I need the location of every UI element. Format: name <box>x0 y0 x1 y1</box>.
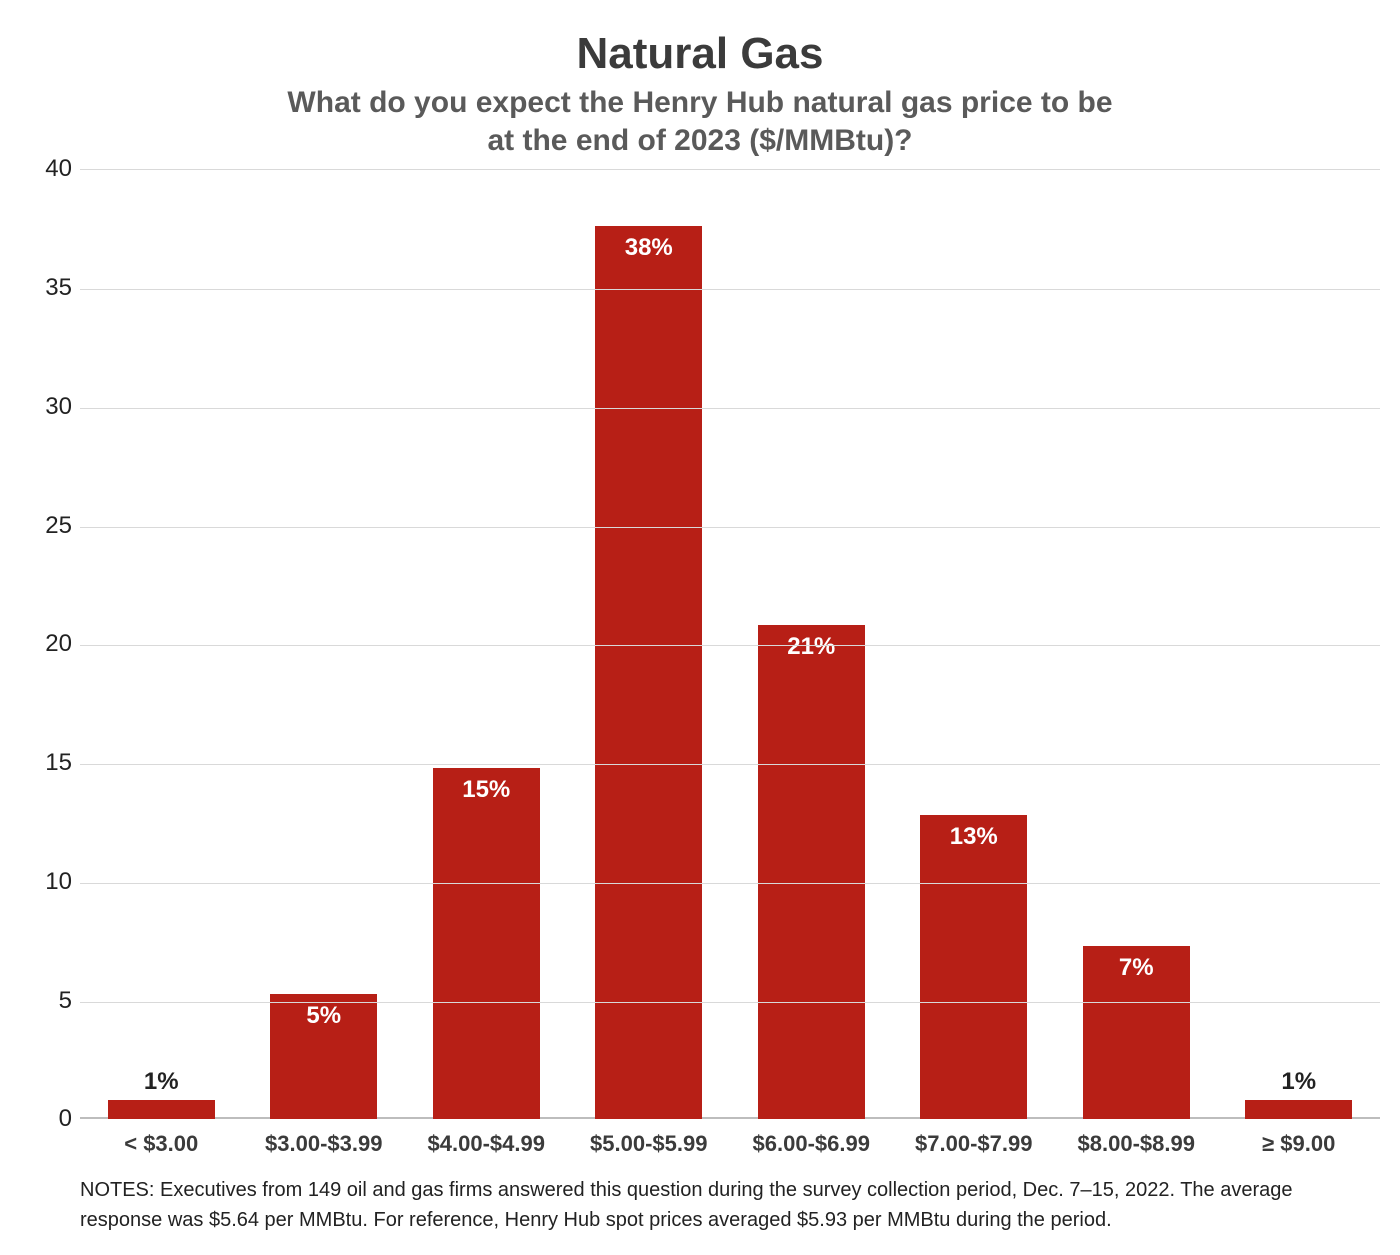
bar-value-label: 15% <box>462 776 510 804</box>
bar-value-label: 38% <box>625 234 673 262</box>
y-axis: 0510152025303540 <box>20 169 80 1119</box>
bar-value-label: 1% <box>144 1068 179 1096</box>
bar: 1% <box>1245 1100 1352 1119</box>
bar: 5% <box>270 994 377 1120</box>
x-axis: < $3.00$3.00-$3.99$4.00-$4.99$5.00-$5.99… <box>80 1131 1380 1157</box>
bar: 21% <box>758 625 865 1119</box>
gridline <box>80 527 1380 528</box>
y-tick-label: 20 <box>45 630 72 658</box>
chart-notes: NOTES: Executives from 149 oil and gas f… <box>80 1175 1360 1235</box>
chart-subtitle: What do you expect the Henry Hub natural… <box>20 84 1380 159</box>
y-tick-label: 30 <box>45 393 72 421</box>
plot-region: 1% 5% 15% 38% 21% 13% 7% 1% <box>80 169 1380 1119</box>
gridline <box>80 408 1380 409</box>
y-tick-label: 40 <box>45 155 72 183</box>
x-tick-label: $3.00-$3.99 <box>243 1131 406 1157</box>
bar-value-label: 21% <box>787 633 835 661</box>
y-tick-label: 15 <box>45 749 72 777</box>
y-tick-label: 0 <box>59 1105 72 1133</box>
chart-container: Natural Gas What do you expect the Henry… <box>0 0 1400 1255</box>
chart-titles: Natural Gas What do you expect the Henry… <box>20 30 1380 159</box>
bar-value-label: 7% <box>1119 954 1154 982</box>
y-tick-label: 5 <box>59 987 72 1015</box>
x-tick-label: $7.00-$7.99 <box>893 1131 1056 1157</box>
plot-area: 0510152025303540 1%5%15%38%21%13%7%1% <box>20 169 1380 1119</box>
x-tick-label: $8.00-$8.99 <box>1055 1131 1218 1157</box>
gridline <box>80 1002 1380 1003</box>
y-tick-label: 25 <box>45 512 72 540</box>
x-tick-label: < $3.00 <box>80 1131 243 1157</box>
gridline <box>80 645 1380 646</box>
x-tick-label: ≥ $9.00 <box>1218 1131 1381 1157</box>
bar-value-label: 5% <box>306 1002 341 1030</box>
bar: 13% <box>920 815 1027 1119</box>
bar: 15% <box>433 768 540 1120</box>
bar-value-label: 13% <box>950 823 998 851</box>
y-tick-label: 35 <box>45 274 72 302</box>
x-tick-label: $5.00-$5.99 <box>568 1131 731 1157</box>
bar: 1% <box>108 1100 215 1119</box>
y-tick-label: 10 <box>45 868 72 896</box>
gridline <box>80 764 1380 765</box>
bar: 7% <box>1083 946 1190 1119</box>
chart-title: Natural Gas <box>20 30 1380 78</box>
gridline <box>80 289 1380 290</box>
x-tick-label: $4.00-$4.99 <box>405 1131 568 1157</box>
x-tick-label: $6.00-$6.99 <box>730 1131 893 1157</box>
bar-value-label: 1% <box>1281 1068 1316 1096</box>
gridline <box>80 883 1380 884</box>
bar: 38% <box>595 226 702 1119</box>
